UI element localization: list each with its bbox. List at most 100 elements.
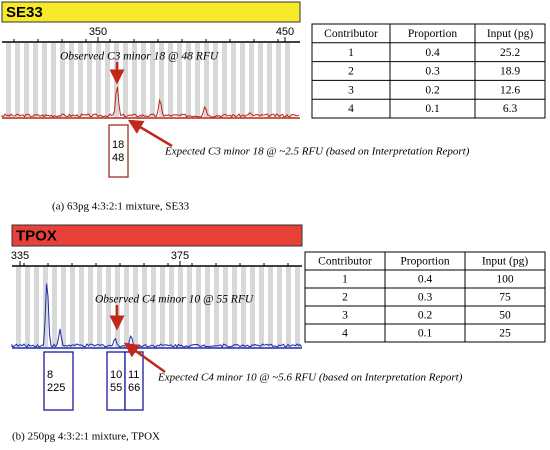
allele-bin	[222, 43, 227, 117]
allele-text: 48	[112, 152, 124, 164]
table-cell: 0.3	[425, 66, 440, 78]
locus-label: TPOX	[16, 227, 57, 244]
trace	[1, 86, 300, 118]
table-cell: 4	[348, 103, 354, 115]
table-cell: 0.1	[418, 328, 433, 340]
observed-note: Observed C4 minor 10 @ 55 RFU	[95, 294, 254, 306]
axis-label: 450	[276, 26, 294, 38]
table-cell: 0.4	[425, 47, 440, 59]
allele-bin	[70, 267, 75, 347]
allele-bin	[142, 267, 147, 347]
allele-bin	[42, 43, 47, 117]
allele-bin	[141, 43, 146, 117]
table-cell: 1	[342, 274, 348, 286]
locus-bar	[1, 1, 301, 23]
allele-bin	[150, 43, 155, 117]
table-cell: Contributor	[324, 28, 378, 40]
table-cell: 12.6	[500, 84, 520, 96]
allele-bin	[186, 43, 191, 117]
table-cell: 25.2	[500, 47, 520, 59]
allele-bin	[34, 267, 39, 347]
table-cell: 75	[499, 292, 511, 304]
table-cell: 6.3	[503, 103, 518, 115]
allele-bin	[160, 267, 165, 347]
allele-bin	[214, 267, 219, 347]
table-cell: Contributor	[318, 256, 372, 268]
axis-label: 375	[171, 250, 189, 262]
allele-bin	[51, 43, 56, 117]
allele-text: 18	[112, 139, 124, 151]
table-cell: 3	[342, 310, 348, 322]
allele-text: 225	[47, 382, 65, 394]
table-cell: 3	[348, 84, 354, 96]
allele-bin	[88, 267, 93, 347]
allele-text: 8	[47, 369, 53, 381]
allele-bin	[6, 43, 11, 117]
allele-bin	[25, 267, 30, 347]
allele-bin	[205, 267, 210, 347]
allele-bin	[241, 267, 246, 347]
table-cell: 2	[348, 66, 354, 78]
observed-note: Observed C3 minor 18 @ 48 RFU	[60, 51, 219, 63]
table-cell: Input (pg)	[487, 28, 533, 40]
allele-bin	[196, 267, 201, 347]
table-cell: 0.1	[425, 103, 440, 115]
allele-bin	[124, 267, 129, 347]
allele-bin	[277, 267, 282, 347]
allele-bin	[33, 43, 38, 117]
allele-bin	[96, 43, 101, 117]
allele-bin	[231, 43, 236, 117]
allele-bin	[258, 43, 263, 117]
allele-bin	[168, 43, 173, 117]
table-cell: 18.9	[500, 66, 520, 78]
allele-bin	[16, 267, 21, 347]
allele-bin	[87, 43, 92, 117]
allele-bin	[52, 267, 57, 347]
allele-bin	[295, 267, 300, 347]
expected-note: Expected C3 minor 18 @ ~2.5 RFU (based o…	[164, 146, 470, 158]
allele-bin	[106, 267, 111, 347]
axis-label: 350	[89, 26, 107, 38]
allele-bin	[268, 267, 273, 347]
table-cell: 4	[342, 328, 348, 340]
table-cell: 25	[499, 328, 511, 340]
allele-text: 55	[110, 382, 122, 394]
expected-arrow	[123, 342, 166, 374]
allele-bin	[240, 43, 245, 117]
caption: (b) 250pg 4:3:2:1 mixture, TPOX	[12, 431, 160, 443]
allele-bin	[223, 267, 228, 347]
locus-label: SE33	[6, 4, 43, 21]
allele-bin	[169, 267, 174, 347]
allele-bin	[24, 43, 29, 117]
allele-bin	[213, 43, 218, 117]
allele-bin	[151, 267, 156, 347]
allele-box	[43, 351, 74, 411]
expected-note: Expected C4 minor 10 @ ~5.6 RFU (based o…	[157, 372, 463, 384]
allele-text: 11	[128, 369, 139, 381]
allele-bin	[159, 43, 164, 117]
allele-bin	[61, 267, 66, 347]
table-cell: 100	[496, 274, 514, 286]
allele-bin	[60, 43, 65, 117]
allele-bin	[123, 43, 128, 117]
table-cell: 0.3	[418, 292, 433, 304]
allele-bin	[187, 267, 192, 347]
allele-text: 66	[128, 382, 140, 394]
allele-bin	[78, 43, 83, 117]
table-cell: 2	[342, 292, 348, 304]
table-cell: Input (pg)	[482, 256, 528, 268]
table-frame	[311, 23, 546, 119]
allele-text: 10	[110, 369, 122, 381]
axis-label: 335	[11, 250, 29, 262]
allele-bin	[195, 43, 200, 117]
table-frame	[304, 251, 546, 343]
allele-bin	[79, 267, 84, 347]
allele-bin	[105, 43, 110, 117]
allele-bin	[15, 43, 20, 117]
caption: (a) 63pg 4:3:2:1 mixture, SE33	[52, 201, 190, 213]
table-cell: 1	[348, 47, 354, 59]
allele-bin	[69, 43, 74, 117]
table-cell: 50	[499, 310, 511, 322]
allele-box	[108, 124, 129, 178]
